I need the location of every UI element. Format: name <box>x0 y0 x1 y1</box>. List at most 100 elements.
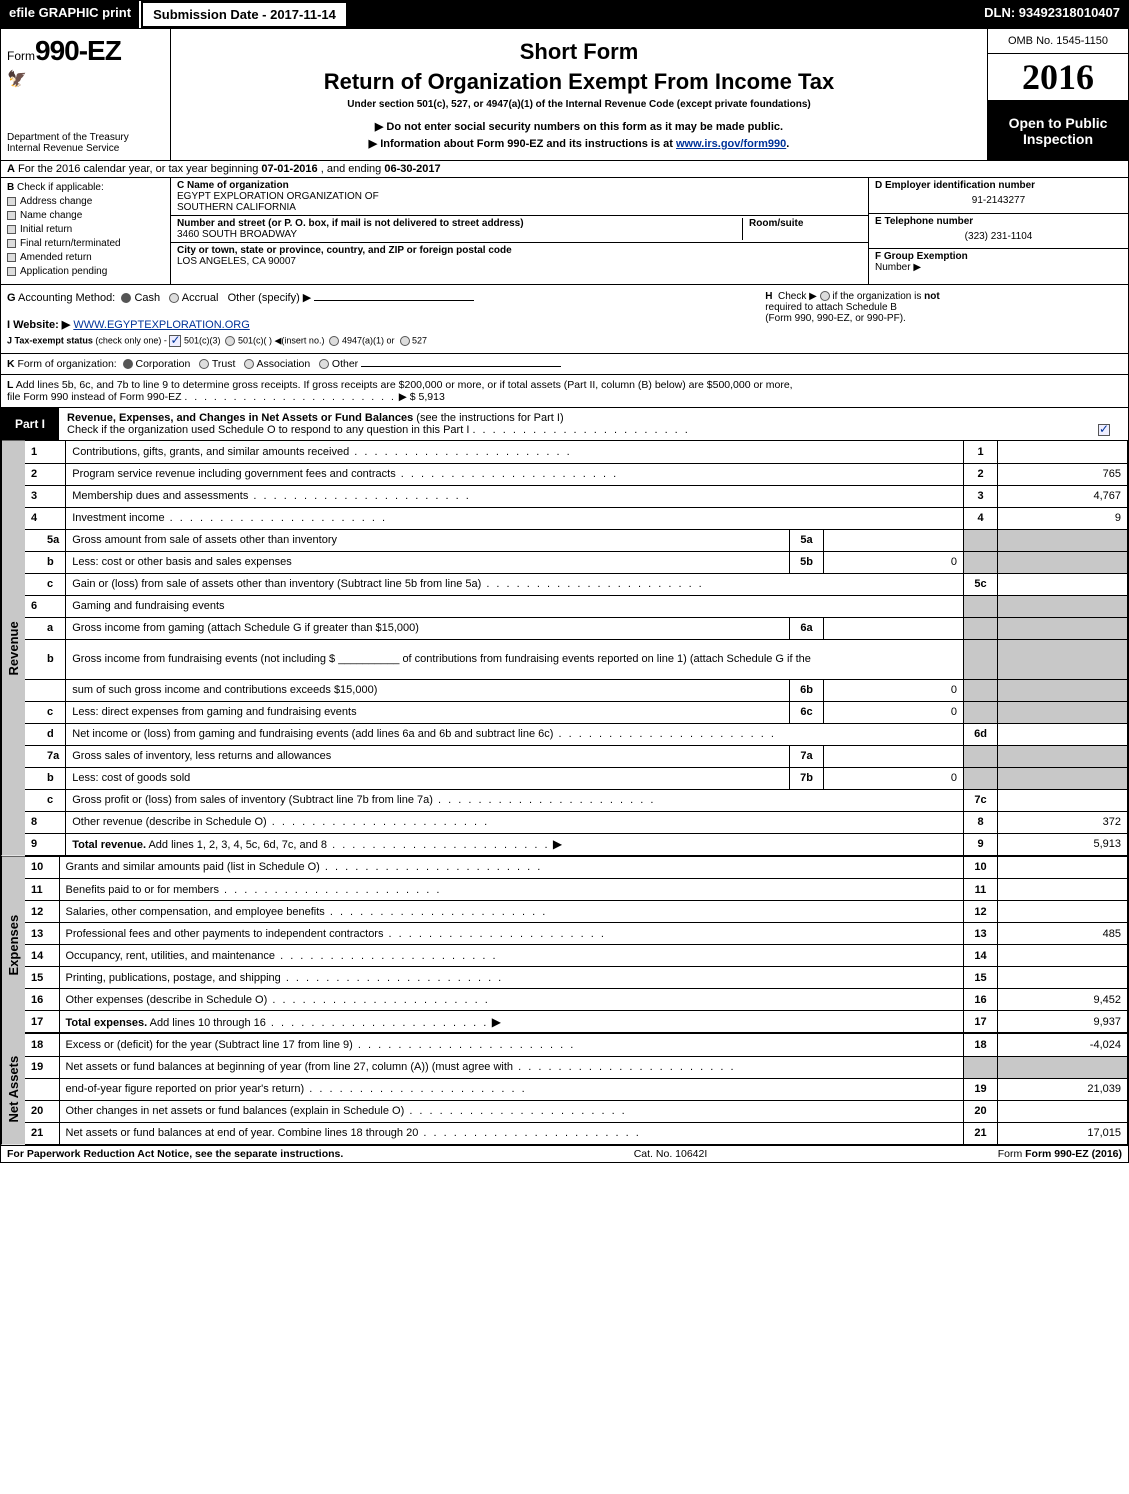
org-name-row: C Name of organization EGYPT EXPLORATION… <box>171 178 868 216</box>
short-form-title: Short Form <box>181 39 977 65</box>
j-opt3: 4947(a)(1) or <box>342 335 395 345</box>
j-527-radio[interactable] <box>400 336 410 346</box>
j-opt2: 501(c)( ) ◀(insert no.) <box>238 335 324 345</box>
line-number: 15 <box>25 967 59 989</box>
g-label: G <box>7 292 16 304</box>
right-line-number: 9 <box>964 833 998 855</box>
eagle-icon: 🦅 <box>7 69 164 89</box>
k-other-line[interactable] <box>361 366 561 367</box>
line-row: sum of such gross income and contributio… <box>25 679 1128 701</box>
form-number: 990-EZ <box>35 35 121 66</box>
line-number: 9 <box>25 833 66 855</box>
right-line-number: 17 <box>964 1011 998 1033</box>
org-street-row: Number and street (or P. O. box, if mail… <box>171 216 868 243</box>
right-line-value <box>998 945 1128 967</box>
mid-line-number: 7a <box>790 745 824 767</box>
right-line-number: 21 <box>964 1122 998 1144</box>
j-501c3-check[interactable] <box>169 335 181 347</box>
right-line-value <box>998 529 1128 551</box>
line-description: Gross income from gaming (attach Schedul… <box>66 617 790 639</box>
right-line-value: 765 <box>998 463 1128 485</box>
line-description: Grants and similar amounts paid (list in… <box>59 857 964 879</box>
line-row: 13Professional fees and other payments t… <box>25 923 1128 945</box>
header-right: OMB No. 1545-1150 2016 Open to Public In… <box>988 29 1128 160</box>
right-line-value <box>998 857 1128 879</box>
revenue-table: 1Contributions, gifts, grants, and simil… <box>25 441 1128 856</box>
k-trust-radio[interactable] <box>199 359 209 369</box>
group-exemption-label: F Group Exemption <box>875 251 968 262</box>
right-line-value <box>998 617 1128 639</box>
k-corp-radio[interactable] <box>123 359 133 369</box>
l-text2: file Form 990 instead of Form 990-EZ <box>7 391 182 403</box>
mid-line-value: 0 <box>824 679 964 701</box>
line-description: Professional fees and other payments to … <box>59 923 964 945</box>
h-checkbox[interactable] <box>820 291 830 301</box>
top-bar: efile GRAPHIC print Submission Date - 20… <box>0 0 1129 29</box>
def-col: D Employer identification number 91-2143… <box>868 178 1128 284</box>
efile-label: efile GRAPHIC print <box>1 1 139 28</box>
line-row: cGross profit or (loss) from sales of in… <box>25 789 1128 811</box>
section-a-mid: , and ending <box>321 163 385 175</box>
right-line-number: 13 <box>964 923 998 945</box>
cb-final-return[interactable]: Final return/terminated <box>7 238 164 249</box>
bc-def-row: B Check if applicable: Address change Na… <box>1 178 1128 284</box>
ein-label: D Employer identification number <box>875 180 1122 191</box>
checkbox-icon <box>7 253 16 262</box>
j-501c-radio[interactable] <box>225 336 235 346</box>
line-number: 16 <box>25 989 59 1011</box>
line-description: Excess or (deficit) for the year (Subtra… <box>59 1034 964 1056</box>
part-1-checkbox[interactable] <box>1098 424 1110 436</box>
right-line-number: 2 <box>964 463 998 485</box>
line-description: Salaries, other compensation, and employ… <box>59 901 964 923</box>
note-info-post: . <box>786 138 789 150</box>
gh-row: G Accounting Method: Cash Accrual Other … <box>0 285 1129 354</box>
line-row: 8Other revenue (describe in Schedule O)8… <box>25 811 1128 833</box>
right-line-value: 9 <box>998 507 1128 529</box>
line-number: 1 <box>25 441 66 463</box>
j-4947-radio[interactable] <box>329 336 339 346</box>
k-assoc-radio[interactable] <box>244 359 254 369</box>
line-row: 20Other changes in net assets or fund ba… <box>25 1100 1128 1122</box>
cb-label: Amended return <box>20 252 92 263</box>
line-description: Gross sales of inventory, less returns a… <box>66 745 790 767</box>
irs-link[interactable]: www.irs.gov/form990 <box>676 138 786 150</box>
footer-left: For Paperwork Reduction Act Notice, see … <box>7 1148 343 1160</box>
g-other-line[interactable] <box>314 300 474 301</box>
right-line-value <box>998 879 1128 901</box>
right-line-number <box>964 595 998 617</box>
website-link[interactable]: WWW.EGYPTEXPLORATION.ORG <box>73 319 249 331</box>
radio-cash[interactable] <box>121 293 131 303</box>
checkbox-icon <box>7 267 16 276</box>
cb-initial-return[interactable]: Initial return <box>7 224 164 235</box>
netassets-table: 18Excess or (deficit) for the year (Subt… <box>25 1034 1128 1145</box>
mid-line-value: 0 <box>824 767 964 789</box>
cb-amended-return[interactable]: Amended return <box>7 252 164 263</box>
right-line-number: 11 <box>964 879 998 901</box>
line-description: Gaming and fundraising events <box>66 595 964 617</box>
right-line-number: 1 <box>964 441 998 463</box>
cb-application-pending[interactable]: Application pending <box>7 266 164 277</box>
line-description: Investment income <box>66 507 964 529</box>
dln-label: DLN: 93492318010407 <box>976 1 1128 28</box>
h-text4: (Form 990, 990-EZ, or 990-PF). <box>765 313 906 324</box>
checkbox-icon <box>7 239 16 248</box>
k-other-radio[interactable] <box>319 359 329 369</box>
submission-date: Submission Date - 2017-11-14 <box>141 1 348 28</box>
h-not: not <box>924 291 940 302</box>
footer-form-num: Form 990-EZ (2016) <box>1025 1148 1122 1160</box>
line-number: c <box>25 573 66 595</box>
h-text3: required to attach Schedule B <box>765 302 897 313</box>
expenses-section: Expenses 10Grants and similar amounts pa… <box>0 857 1129 1035</box>
right-line-value <box>998 441 1128 463</box>
right-line-value: 17,015 <box>998 1122 1128 1144</box>
line-description: Total expenses. Add lines 10 through 16 <box>59 1011 964 1033</box>
line-number: 5a <box>25 529 66 551</box>
cb-address-change[interactable]: Address change <box>7 196 164 207</box>
g-text: Accounting Method: <box>18 292 115 304</box>
checkbox-icon <box>7 197 16 206</box>
radio-accrual[interactable] <box>169 293 179 303</box>
line-j: J Tax-exempt status (check only one) - 5… <box>7 335 765 347</box>
checkbox-icon <box>7 211 16 220</box>
right-line-value: 21,039 <box>998 1078 1128 1100</box>
cb-name-change[interactable]: Name change <box>7 210 164 221</box>
